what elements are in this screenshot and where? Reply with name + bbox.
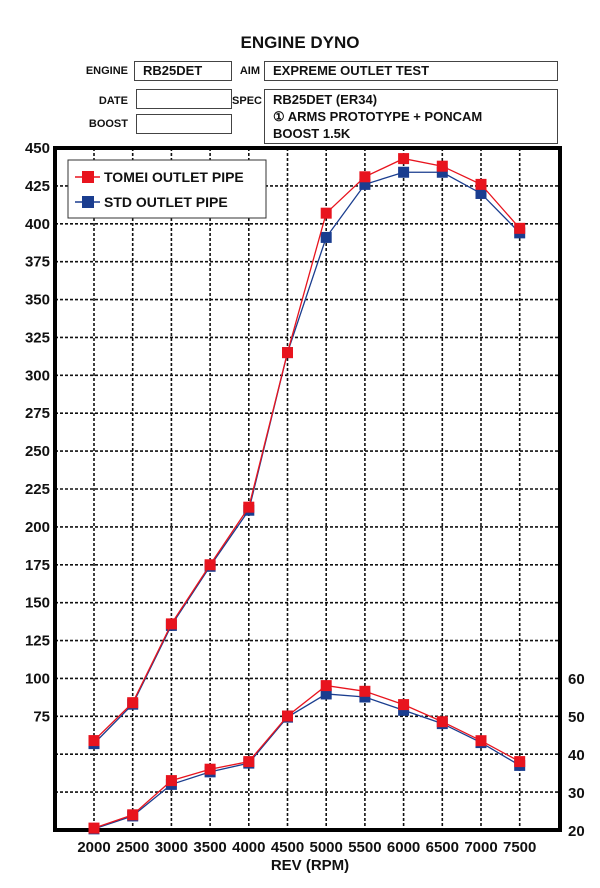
x-tick-label: 4000 xyxy=(232,839,265,856)
spec-field: RB25DET (ER34) ① ARMS PROTOTYPE + PONCAM… xyxy=(264,89,558,144)
y-left-tick-label: 275 xyxy=(25,405,50,422)
data-point xyxy=(165,775,177,787)
data-point xyxy=(398,166,410,178)
legend: TOMEI OUTLET PIPE STD OUTLET PIPE xyxy=(67,159,267,219)
x-tick-label: 6000 xyxy=(387,839,420,856)
data-point xyxy=(165,618,177,630)
data-point xyxy=(88,822,100,834)
data-point xyxy=(243,501,255,513)
data-point xyxy=(514,222,526,234)
chart-title: ENGINE DYNO xyxy=(240,33,360,52)
boost-field xyxy=(136,114,232,134)
y-left-tick-label: 150 xyxy=(25,595,50,612)
data-point xyxy=(398,704,410,716)
spec-line: ① ARMS PROTOTYPE + PONCAM xyxy=(273,109,483,124)
y-left-tick-label: 225 xyxy=(25,481,50,498)
data-point xyxy=(359,685,371,697)
data-point xyxy=(204,559,216,571)
y-left-tick-label: 300 xyxy=(25,367,50,384)
series-line xyxy=(93,684,521,829)
data-point xyxy=(436,166,448,178)
data-point xyxy=(398,153,410,165)
data-point xyxy=(320,680,332,692)
data-point xyxy=(475,187,487,199)
plot-frame xyxy=(53,146,562,832)
data-point xyxy=(320,688,332,700)
x-tick-label: 2500 xyxy=(116,839,149,856)
x-tick-label: 5000 xyxy=(310,839,343,856)
x-tick-label: 3000 xyxy=(155,839,188,856)
data-point xyxy=(436,716,448,728)
data-point xyxy=(359,171,371,183)
spec-line: RB25DET (ER34) xyxy=(273,92,378,107)
x-tick-label: 7500 xyxy=(503,839,536,856)
y-right-tick-label: 50 xyxy=(568,709,585,726)
data-point xyxy=(320,207,332,219)
x-axis-label: REV (RPM) xyxy=(271,857,349,874)
y-left-tick-label: 350 xyxy=(25,292,50,309)
series-line xyxy=(93,171,521,745)
y-left-tick-label: 450 xyxy=(25,140,50,157)
x-tick-label: 4500 xyxy=(271,839,304,856)
y-left-tick-label: 100 xyxy=(25,670,50,687)
boost-label: BOOST xyxy=(88,118,128,130)
y-left-tick-label: 175 xyxy=(25,557,50,574)
data-point xyxy=(475,735,487,747)
data-point xyxy=(282,347,293,359)
data-point xyxy=(127,697,139,709)
y-right-tick-label: 30 xyxy=(568,785,585,802)
data-point xyxy=(88,735,100,747)
legend-box xyxy=(67,159,267,219)
date-field xyxy=(136,89,232,109)
y-right-tick-label: 60 xyxy=(568,671,585,688)
data-point xyxy=(436,160,448,172)
series-line xyxy=(93,157,521,742)
y-left-tick-label: 250 xyxy=(25,443,50,460)
data-point xyxy=(243,756,255,768)
y-right-tick-label: 40 xyxy=(568,747,585,764)
x-tick-label: 3500 xyxy=(193,839,226,856)
data-point xyxy=(204,763,216,775)
y-left-tick-label: 200 xyxy=(25,519,50,536)
data-point xyxy=(398,699,410,711)
x-tick-label: 2000 xyxy=(77,839,110,856)
spec-line: BOOST 1.5K xyxy=(273,126,351,141)
y-left-tick-label: 400 xyxy=(25,216,50,233)
x-tick-label: 7000 xyxy=(464,839,497,856)
x-tick-label: 6500 xyxy=(426,839,459,856)
data-point xyxy=(359,691,371,703)
legend-label: TOMEI OUTLET PIPE xyxy=(104,169,244,185)
data-point xyxy=(475,178,487,190)
y-left-tick-label: 325 xyxy=(25,329,50,346)
y-right-tick-label: 20 xyxy=(568,823,585,840)
legend-marker xyxy=(82,171,94,183)
data-point xyxy=(514,756,526,768)
y-left-tick-label: 75 xyxy=(33,708,50,725)
series-line xyxy=(93,693,521,830)
legend-marker xyxy=(82,196,94,208)
y-left-tick-label: 425 xyxy=(25,178,50,195)
engine-field: RB25DET xyxy=(134,61,232,81)
date-label: DATE xyxy=(98,95,128,107)
legend-label: STD OUTLET PIPE xyxy=(104,194,228,210)
aim-label: AIM xyxy=(239,65,260,77)
data-point xyxy=(320,231,332,243)
data-point xyxy=(282,710,293,722)
x-tick-label: 5500 xyxy=(348,839,381,856)
y-left-tick-label: 125 xyxy=(25,633,50,650)
data-point xyxy=(127,809,139,821)
data-point xyxy=(359,178,371,190)
aim-field: EXPREME OUTLET TEST xyxy=(264,61,558,81)
spec-label: SPEC xyxy=(232,95,262,107)
y-left-tick-label: 375 xyxy=(25,254,50,271)
engine-label: ENGINE xyxy=(85,65,128,77)
